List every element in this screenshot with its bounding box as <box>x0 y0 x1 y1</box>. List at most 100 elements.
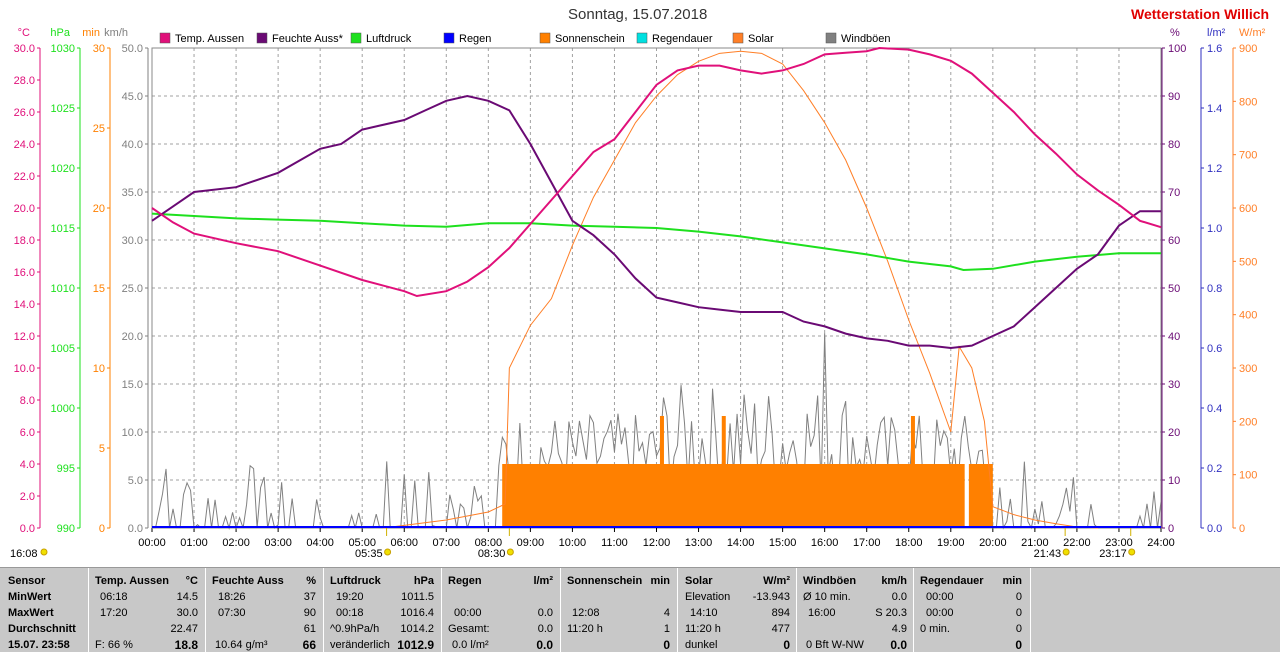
left-axis-label: 30.0 <box>14 43 35 55</box>
solar-unit: W/m² <box>763 575 790 587</box>
sun-event-icon <box>506 548 514 556</box>
right-axis-label: 800 <box>1239 96 1257 108</box>
right-axis-label: 80 <box>1168 139 1180 151</box>
temp-min: 14.5 <box>176 591 198 603</box>
solar-max: 894 <box>771 607 790 619</box>
humidity-line <box>151 94 1161 350</box>
row-max: MaxWert <box>8 607 54 619</box>
solar-line <box>383 50 1098 529</box>
x-tick-label: 10:00 <box>559 537 587 549</box>
sun-head: Sonnenschein <box>567 575 643 587</box>
sunshine-spike <box>910 416 915 528</box>
x-tick-label: 04:00 <box>306 537 334 549</box>
row-avg: Durchschnitt <box>8 623 76 635</box>
wind-max: S 20.3 <box>875 607 907 619</box>
sun-event-icon <box>40 548 48 556</box>
left-axis-label: 20.0 <box>122 331 143 343</box>
wind-head: Windböen <box>803 575 857 587</box>
right-axis-label: 0.2 <box>1207 463 1222 475</box>
press-avg: 1014.2 <box>400 623 434 635</box>
legend-swatch <box>732 32 744 44</box>
right-axis-label: 0.0 <box>1207 523 1222 535</box>
right-axis-label: 0 <box>1239 523 1245 535</box>
legend-label: Luftdruck <box>366 33 412 45</box>
left-axis-unit: °C <box>18 27 30 39</box>
left-axis-label: 25.0 <box>122 283 143 295</box>
temp-max-time: 17:20 <box>100 607 128 619</box>
hum-avg: 61 <box>303 623 316 635</box>
hum-current: 66 <box>302 638 316 652</box>
wind-current-label: 0 Bft W-NW <box>806 639 864 651</box>
press-head: Luftdruck <box>330 575 381 587</box>
temp-unit: °C <box>185 575 198 587</box>
x-tick-label: 05:00 <box>348 537 376 549</box>
hum-head: Feuchte Auss <box>212 575 284 587</box>
left-axis-label: 22.0 <box>14 171 35 183</box>
right-axis-label: 40 <box>1168 331 1180 343</box>
temp-min-time: 06:18 <box>100 591 128 603</box>
right-axis-label: 1.4 <box>1207 103 1222 115</box>
sun-current: 0 <box>663 638 670 652</box>
hum-min-time: 18:26 <box>218 591 246 603</box>
event-time-label: 23:17 <box>1099 548 1127 560</box>
sun-event-icon <box>1128 548 1136 556</box>
press-min: 1011.5 <box>401 591 434 603</box>
press-unit: hPa <box>413 575 434 587</box>
left-axis-label: 10.0 <box>122 427 143 439</box>
right-axis-label: 100 <box>1168 43 1186 55</box>
right-axis-label: 600 <box>1239 203 1257 215</box>
rdur-r1: 0 <box>1015 591 1022 603</box>
x-tick-label: 09:00 <box>517 537 545 549</box>
left-axis-label: 30 <box>93 43 105 55</box>
right-axis-unit: % <box>1170 27 1180 39</box>
left-axis-label: 28.0 <box>14 75 35 87</box>
rdur-current: 0 <box>1015 638 1022 652</box>
left-axis-label: 5 <box>99 443 105 455</box>
legend-swatch <box>539 32 551 44</box>
left-axis-label: 50.0 <box>122 43 143 55</box>
left-axis-label: 1010 <box>51 283 75 295</box>
left-axis-label: 1000 <box>51 403 75 415</box>
right-axis-label: 50 <box>1168 283 1180 295</box>
sun-time: 12:08 <box>572 607 600 619</box>
x-tick-label: 24:00 <box>1147 537 1175 549</box>
right-axis-unit: W/m² <box>1239 27 1266 39</box>
left-axis-label: 0.0 <box>128 523 143 535</box>
legend-label: Regendauer <box>652 33 713 45</box>
press-trend: ^0.9hPa/h <box>330 623 380 635</box>
legend-label: Regen <box>459 33 491 45</box>
event-time-label: 08:30 <box>478 548 506 560</box>
wind-avg10: 0.0 <box>891 591 907 603</box>
right-axis-label: 0.6 <box>1207 343 1222 355</box>
x-tick-label: 16:00 <box>811 537 839 549</box>
solar-head: Solar <box>685 575 713 587</box>
legend-label: Feuchte Auss* <box>272 33 344 45</box>
x-tick-label: 13:00 <box>685 537 713 549</box>
left-axis-label: 5.0 <box>128 475 143 487</box>
left-axis-unit: hPa <box>50 27 70 39</box>
left-axis-unit: km/h <box>104 27 128 39</box>
legend-label: Windböen <box>841 33 891 45</box>
press-max-time: 00:18 <box>336 607 364 619</box>
x-tick-label: 23:00 <box>1105 537 1133 549</box>
x-tick-label: 22:00 <box>1063 537 1091 549</box>
wind-avg: 4.9 <box>891 623 907 635</box>
legend-swatch <box>350 32 362 44</box>
right-axis-label: 20 <box>1168 427 1180 439</box>
right-axis-label: 0 <box>1168 523 1174 535</box>
rdur-unit: min <box>1002 575 1022 587</box>
left-axis-label: 26.0 <box>14 107 35 119</box>
right-axis-label: 30 <box>1168 379 1180 391</box>
left-axis-label: 1005 <box>51 343 75 355</box>
left-axis-label: 30.0 <box>122 235 143 247</box>
left-axis-label: 10 <box>93 363 105 375</box>
rain-current-label: 0.0 l/m² <box>452 639 489 651</box>
hum-max: 90 <box>303 607 316 619</box>
left-axis-label: 20.0 <box>14 203 35 215</box>
temp-head: Temp. Aussen <box>95 575 169 587</box>
temp-max: 30.0 <box>176 607 198 619</box>
right-axis-label: 300 <box>1239 363 1257 375</box>
rain-unit: l/m² <box>533 575 553 587</box>
press-min-time: 19:20 <box>336 591 364 603</box>
x-tick-label: 11:00 <box>601 537 628 549</box>
